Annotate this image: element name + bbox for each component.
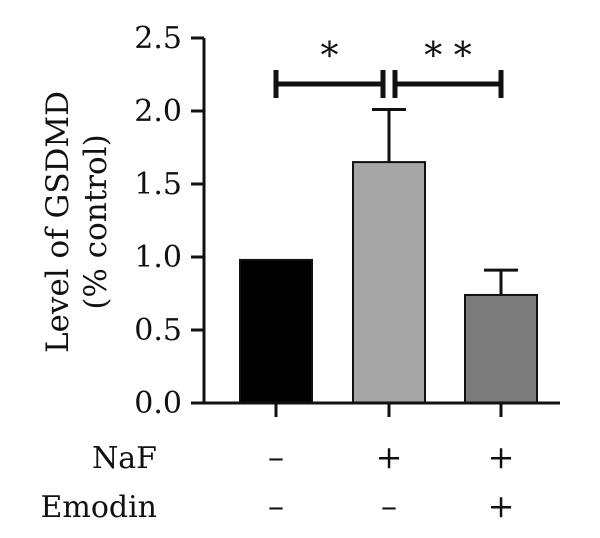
bars-layer xyxy=(239,108,538,405)
y-tick-label-4: 2.0 xyxy=(134,94,182,129)
treatment-symbol-1-2: + xyxy=(488,487,515,525)
bar-0 xyxy=(239,258,313,405)
y-tick-label-2: 1.0 xyxy=(134,240,182,275)
y-tick-label-1: 0.5 xyxy=(134,313,182,348)
treatment-symbol-0-2: + xyxy=(488,438,515,476)
bar-1 xyxy=(352,161,426,404)
y-tick-label-0: 0.0 xyxy=(134,386,182,421)
sig-label-1: * * xyxy=(424,36,471,77)
treatment-symbol-1-0: – xyxy=(268,487,284,525)
sig-label-0: * xyxy=(321,36,339,77)
treatment-symbol-0-0: – xyxy=(268,438,284,476)
y-tick-label-3: 1.5 xyxy=(134,167,182,202)
bar-2 xyxy=(464,293,538,404)
treatment-label-1: Emodin xyxy=(40,490,157,525)
y-axis-title-line-1: Level of GSDMD xyxy=(40,91,76,353)
treatment-table: NaF – + + Emodin – – + xyxy=(40,438,514,525)
y-axis-title: Level of GSDMD (% control) xyxy=(40,91,114,353)
treatment-symbol-0-1: + xyxy=(376,438,403,476)
significance-layer: * * * xyxy=(273,36,504,98)
treatment-label-0: NaF xyxy=(92,441,157,476)
y-tick-label-5: 2.5 xyxy=(134,21,182,56)
treatment-symbol-1-1: – xyxy=(381,487,397,525)
y-axis: 0.0 0.5 1.0 1.5 2.0 2.5 xyxy=(134,21,560,421)
y-axis-title-line-2: (% control) xyxy=(78,134,114,309)
